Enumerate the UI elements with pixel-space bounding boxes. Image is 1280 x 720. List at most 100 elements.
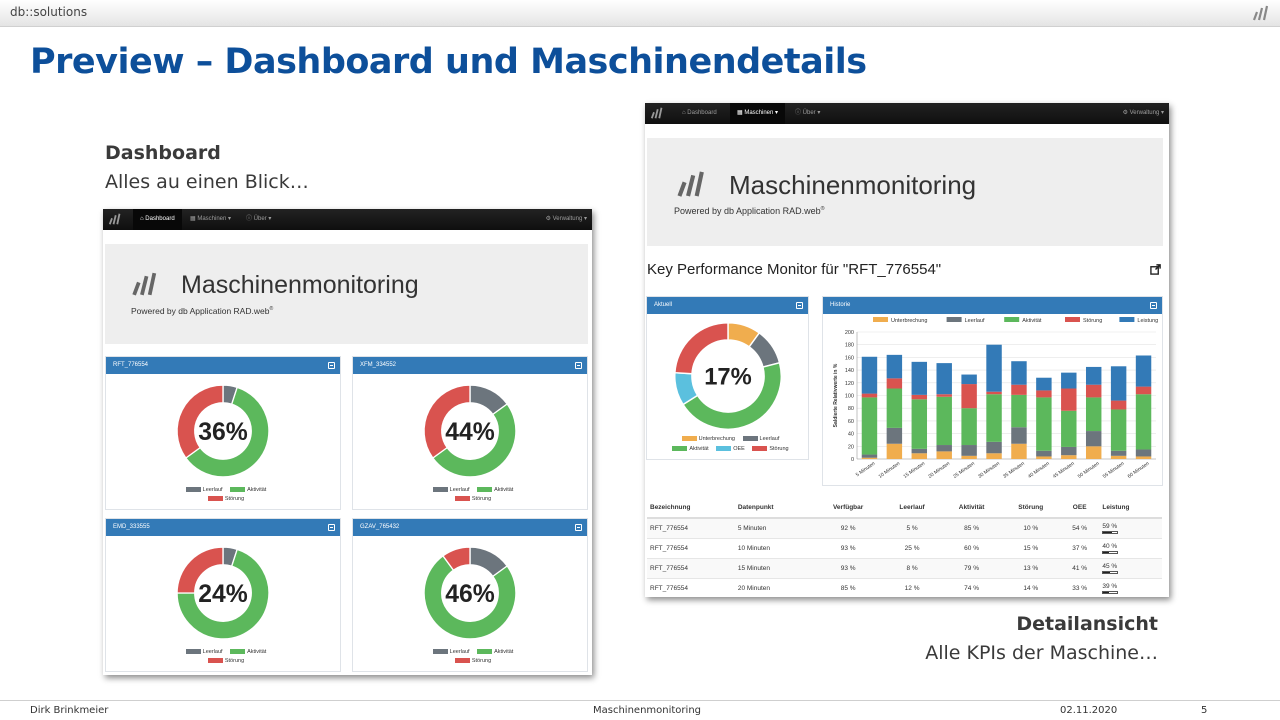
- column-header[interactable]: Leistung: [1099, 498, 1162, 519]
- nav-maschinen[interactable]: ▦ Maschinen ▾: [730, 103, 786, 124]
- nav-verwaltung[interactable]: ⚙ Verwaltung ▾: [1122, 110, 1164, 116]
- donut-slice-aktivitaet: [423, 554, 517, 640]
- table-row[interactable]: RFT_776554 15 Minuten 93 % 8 % 79 % 13 % 41 % 4…: [647, 558, 1162, 579]
- nav-verwaltung[interactable]: ⚙ Verwaltung ▾: [545, 216, 587, 222]
- bar-segment: [911, 399, 928, 449]
- bar-segment: [936, 396, 952, 446]
- unterbrechung-swatch: [681, 436, 697, 442]
- bar-segment: [1135, 456, 1152, 459]
- collapse-icon[interactable]: [575, 524, 582, 531]
- bar-segment: [1110, 455, 1127, 459]
- bar-segment: [1061, 410, 1077, 447]
- collapse-icon[interactable]: [328, 362, 335, 369]
- reg-mark: ®: [820, 206, 825, 212]
- leistung-value: 40 %: [1102, 542, 1118, 550]
- bar-segment: [1085, 384, 1102, 398]
- bar-segment: [1036, 377, 1052, 391]
- bar-segment: [861, 397, 878, 455]
- bar-segment: [1061, 455, 1077, 459]
- legend-swatch: [1119, 317, 1135, 322]
- column-header[interactable]: Verfügbar: [813, 498, 883, 519]
- legend-swatch: [946, 317, 962, 322]
- app-logo-icon[interactable]: [108, 213, 122, 225]
- detail-subtitle: Alle KPIs der Maschine…: [925, 642, 1158, 664]
- machine-panel: RFT_776554 36% Leerlauf Aktivität Störun…: [105, 356, 341, 510]
- table-cell: 8 %: [882, 558, 942, 579]
- machine-legend-row-1: Leerlauf Aktivität: [353, 649, 587, 655]
- bar-segment: [961, 445, 977, 456]
- table-row[interactable]: RFT_776554 10 Minuten 93 % 25 % 60 % 15 % 37 %…: [647, 538, 1162, 559]
- machine-panel-header: GZAV_765432: [353, 519, 587, 536]
- app-brand-icon: [677, 171, 704, 197]
- collapse-icon[interactable]: [575, 362, 582, 369]
- nav-dashboard[interactable]: ⌂ Dashboard: [133, 209, 182, 230]
- machine-panel: GZAV_765432 46% Leerlauf Aktivität Störu…: [352, 518, 588, 672]
- column-header[interactable]: OEE: [1059, 498, 1100, 519]
- leerlauf-swatch: [432, 649, 448, 655]
- bar-segment: [861, 457, 878, 459]
- column-header[interactable]: Bezeichnung: [647, 498, 735, 519]
- bar-segment: [986, 453, 1002, 459]
- column-header[interactable]: Leerlauf: [882, 498, 942, 519]
- db-logo-icon: [1252, 5, 1269, 21]
- table-row[interactable]: RFT_776554 20 Minuten 85 % 12 % 74 % 14 % 33 %…: [647, 578, 1162, 597]
- stoerung-swatch: [207, 658, 223, 664]
- machine-legend-row-2: Störung: [353, 496, 587, 502]
- nav-ueber[interactable]: ⓘ Über ▾: [795, 110, 821, 116]
- nav-dashboard-label: Dashboard: [145, 216, 175, 222]
- aktuell-panel: Aktuell 17% Unterbrechung Leerlauf Aktiv…: [646, 296, 809, 460]
- aktivitaet-swatch: [230, 487, 246, 493]
- bar-segment: [936, 445, 952, 452]
- column-header[interactable]: Datenpunkt: [734, 498, 814, 519]
- table-cell: 14 %: [1001, 578, 1060, 597]
- table-cell: 93 %: [813, 558, 883, 579]
- bar-segment: [1011, 443, 1027, 459]
- machine-donut-chart: 24%: [176, 546, 270, 640]
- external-link-icon[interactable]: [1150, 264, 1161, 275]
- nav-maschinen[interactable]: ▦ Maschinen ▾: [190, 216, 232, 222]
- table-row[interactable]: RFT_776554 5 Minuten 92 % 5 % 85 % 10 % 54 % 59…: [647, 518, 1162, 539]
- detail-heading: Detailansicht: [1016, 613, 1158, 635]
- column-header[interactable]: Aktivität: [941, 498, 1002, 519]
- table-cell: 41 %: [1059, 558, 1100, 579]
- bar-segment: [1110, 400, 1127, 410]
- machine-donut-chart: 36%: [176, 384, 270, 478]
- progress-fill: [1103, 571, 1110, 573]
- bar-segment: [1110, 409, 1127, 451]
- oee-swatch: [716, 446, 732, 452]
- table-cell: 85 %: [941, 518, 1002, 539]
- bar-segment: [886, 378, 903, 389]
- app-logo-icon[interactable]: [650, 107, 664, 119]
- dashboard-subtitle: Alles au einen Blick…: [105, 171, 309, 193]
- donut-slice-stoerung: [176, 546, 224, 594]
- bar-segment: [886, 427, 903, 444]
- x-tick-label: 30 Minuten: [977, 461, 1001, 480]
- collapse-icon[interactable]: [796, 302, 803, 309]
- column-header[interactable]: Störung: [1001, 498, 1060, 519]
- collapse-icon[interactable]: [1150, 302, 1157, 309]
- table-cell: 13 %: [1001, 558, 1060, 579]
- x-tick-label: 55 Minuten: [1102, 461, 1126, 480]
- donut-label: 46%: [445, 581, 494, 608]
- table-cell: 74 %: [941, 578, 1002, 597]
- bar-segment: [1085, 431, 1102, 447]
- nav-ueber[interactable]: ⓘ Über ▾: [246, 216, 272, 222]
- app-navbar-detail: ⌂ Dashboard ▦ Maschinen ▾ ⓘ Über ▾ ⚙ Ver…: [645, 103, 1169, 124]
- footer-date: 02.11.2020: [1060, 705, 1118, 716]
- collapse-icon[interactable]: [328, 524, 335, 531]
- table-cell: 79 %: [941, 558, 1002, 579]
- nav-dashboard[interactable]: ⌂ Dashboard: [682, 110, 717, 116]
- table-cell: 5 Minuten: [734, 518, 814, 539]
- bar-segment: [1061, 372, 1077, 389]
- leerlauf-swatch: [742, 436, 758, 442]
- y-tick-label: 40: [848, 432, 854, 438]
- leistung-cell: 39 %: [1099, 578, 1162, 597]
- table-cell: 54 %: [1059, 518, 1100, 539]
- leistung-cell: 40 %: [1099, 538, 1162, 559]
- stoerung-swatch: [454, 496, 470, 502]
- machine-donut-chart: 46%: [423, 546, 517, 640]
- y-tick-label: 100: [845, 394, 854, 400]
- app-jumbotron: Maschinenmonitoring Powered by db Applic…: [105, 244, 588, 344]
- y-tick-label: 20: [848, 444, 854, 450]
